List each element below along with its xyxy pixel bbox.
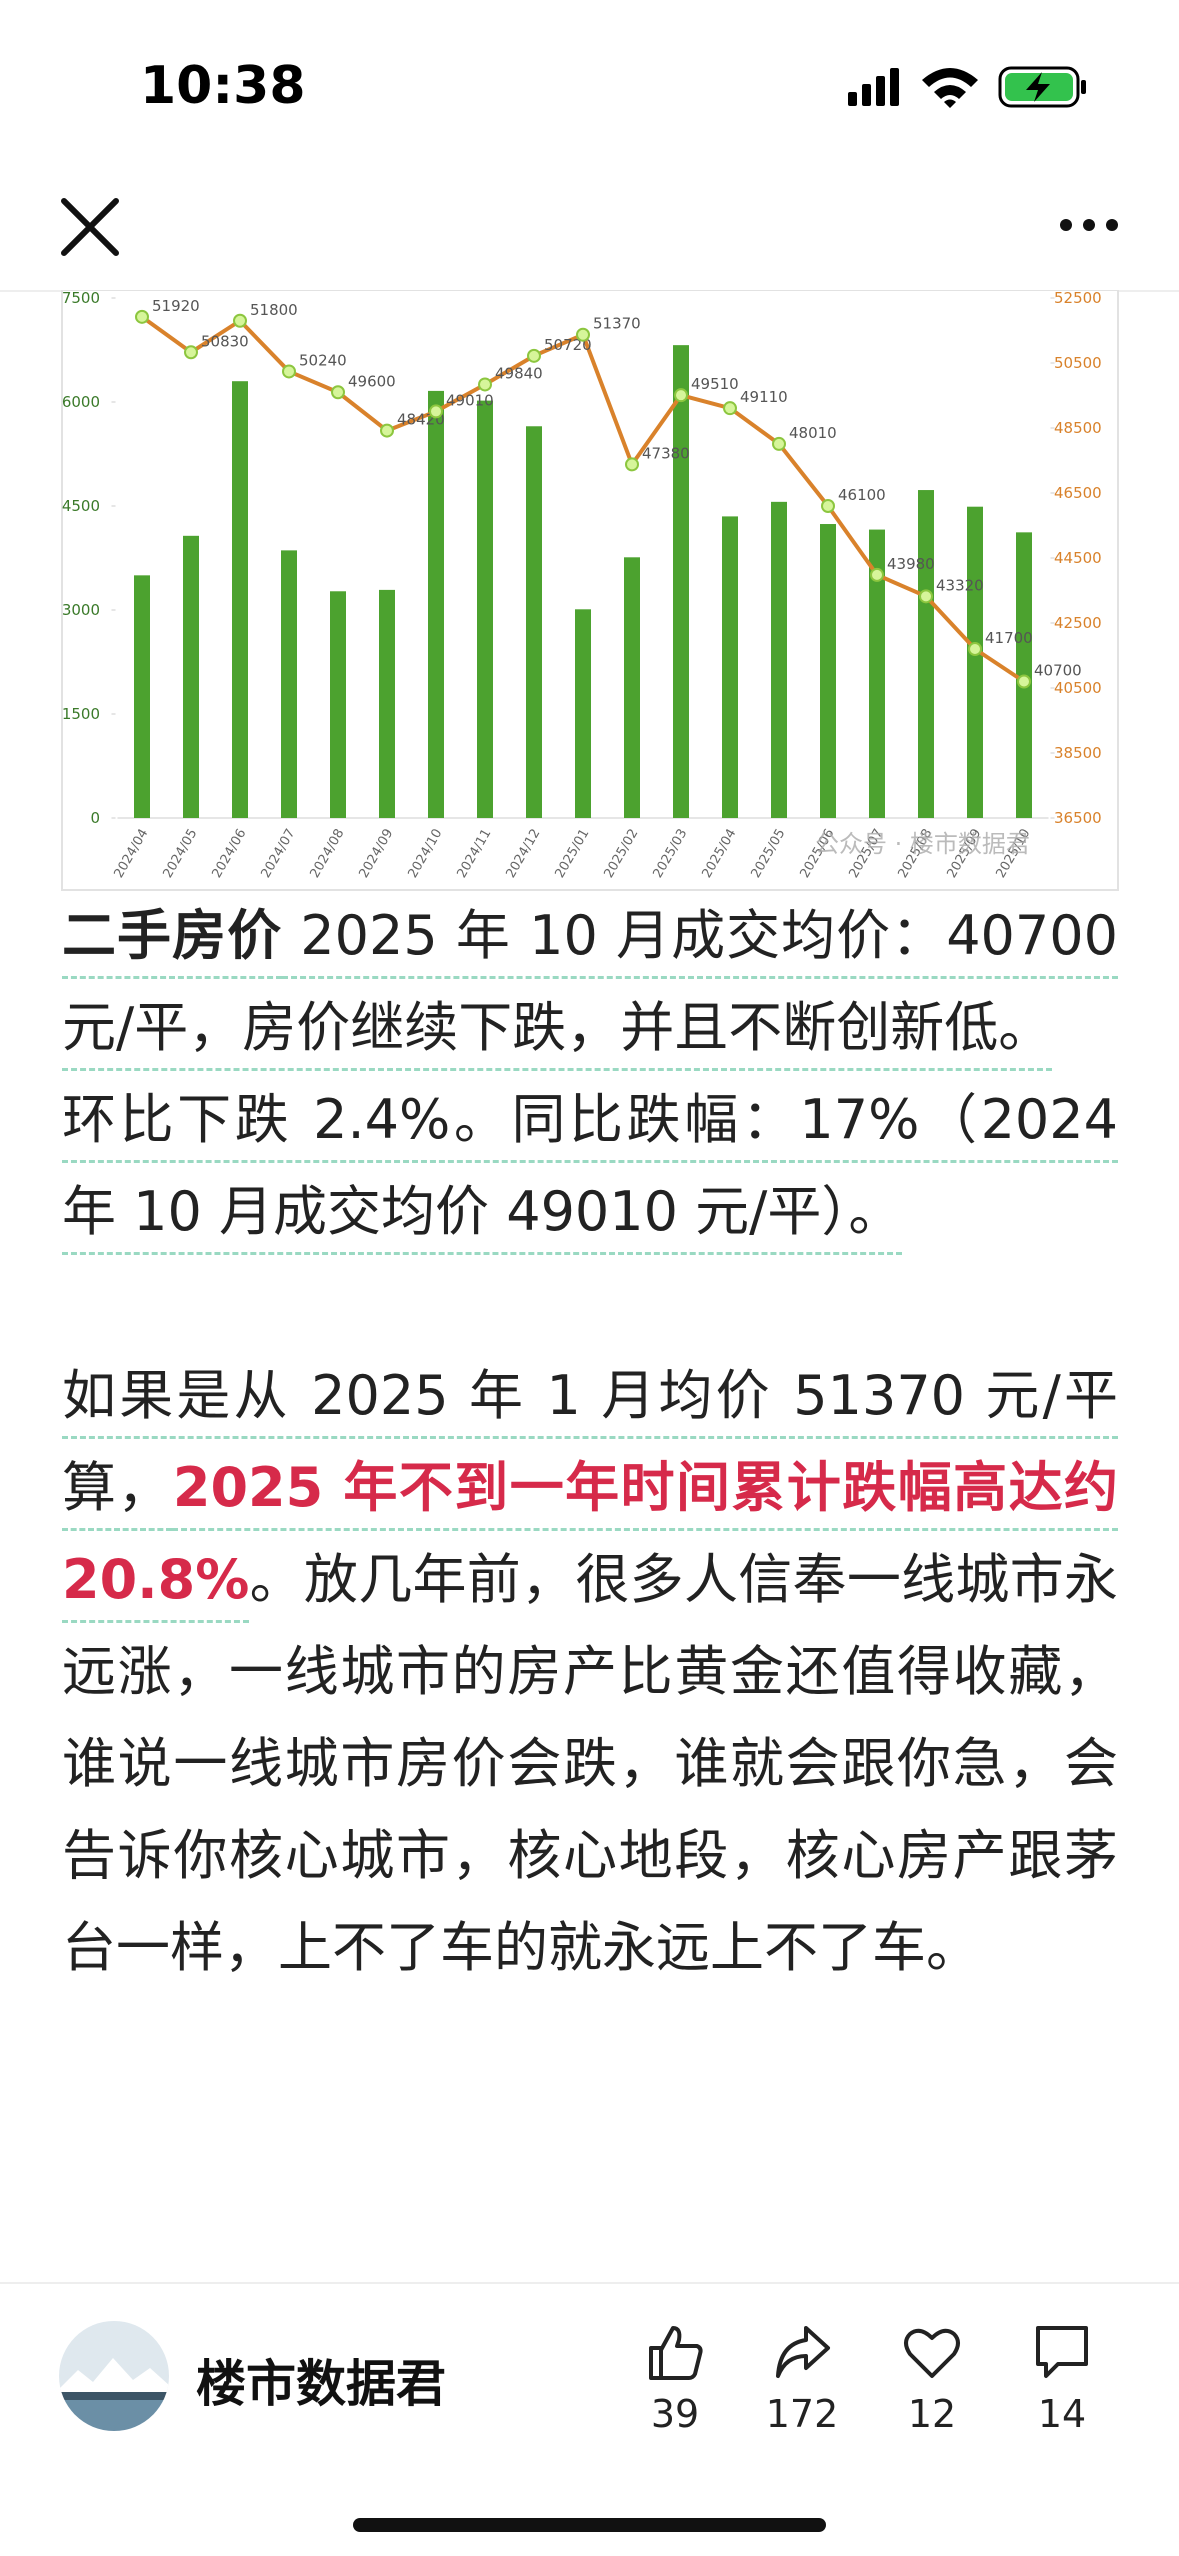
point (233, 313, 247, 328)
point (576, 327, 590, 342)
bar (575, 609, 591, 818)
point (919, 589, 933, 604)
bar (820, 524, 836, 818)
y-tick-label: 7500 (62, 290, 100, 307)
author-avatar[interactable] (58, 2320, 170, 2432)
paragraph: 如果是从 2025 年 1 月均价 51370 元/平算，2025 年不到一年时… (62, 1350, 1118, 1994)
point-label: 49510 (691, 375, 739, 393)
text-run: 。放几年前，很多人信奉一线城市永远涨，一线城市的房产比黄金还值得收藏，谁说一线城… (62, 1548, 1118, 1979)
favorite-count: 12 (907, 2392, 957, 2436)
point (674, 388, 688, 403)
chart: 0 1500 3000 4500 6000 7500 36500 38500 40500 4250… (61, 290, 1119, 891)
y-tick-label: 3000 (62, 601, 100, 619)
bar (379, 589, 395, 818)
share-count: 172 (765, 2392, 839, 2436)
point (625, 457, 639, 472)
bar (624, 557, 640, 818)
y2-tick-label: 50500 (1054, 354, 1102, 372)
y2-tick-label: 44500 (1054, 549, 1102, 567)
bar (673, 345, 689, 818)
bar (183, 535, 199, 818)
y2-tick-label: 46500 (1054, 484, 1102, 502)
bar (918, 490, 934, 818)
point-label: 50830 (201, 332, 249, 350)
point-label: 49600 (348, 372, 396, 390)
point (380, 423, 394, 438)
point-label: 48010 (789, 424, 837, 442)
point (527, 348, 541, 363)
bar (330, 591, 346, 818)
y2-tick-label: 40500 (1054, 679, 1102, 697)
point-label: 41700 (985, 629, 1033, 647)
y2-tick-label: 48500 (1054, 419, 1102, 437)
comment-count: 14 (1037, 2392, 1087, 2436)
paragraph: 二手房价 2025 年 10 月成交均价：40700 元/平，房价继续下跌，并且… (62, 890, 1118, 1074)
bar (281, 550, 297, 818)
point-label: 51370 (593, 315, 641, 333)
favorite-icon[interactable] (902, 2322, 962, 2382)
bar (232, 381, 248, 818)
home-indicator (353, 2518, 826, 2532)
y2-tick-label: 42500 (1054, 614, 1102, 632)
watermark: 公众号 · 楼市数据君 (815, 830, 1030, 858)
y2-tick-label: 36500 (1054, 809, 1102, 827)
point (135, 309, 149, 324)
point (1017, 674, 1031, 689)
article: 二手房价 2025 年 10 月成交均价：40700 元/平，房价继续下跌，并且… (62, 890, 1118, 1994)
bar (967, 506, 983, 818)
bar (477, 400, 493, 818)
text-run: 2025 年不到一年时间累计跌幅高达约 20.8% (62, 1456, 1119, 1611)
point (870, 567, 884, 582)
text-run: 如果是从 2025 年 1 月均价 51370 元/平算， (62, 1364, 1118, 1519)
author-name[interactable]: 楼市数据君 (196, 2355, 446, 2413)
point (968, 642, 982, 656)
status-icons (848, 66, 1086, 108)
status-time: 10:38 (140, 56, 306, 116)
close-button[interactable] (58, 195, 122, 259)
text-run: 二手房价 (62, 904, 283, 967)
bar (722, 516, 738, 818)
point-label: 46100 (838, 486, 886, 504)
y2-tick-label: 38500 (1054, 744, 1102, 762)
point-label: 40700 (1034, 662, 1082, 680)
point (772, 436, 786, 451)
point (282, 364, 296, 379)
point (821, 499, 835, 513)
point-label: 51800 (250, 301, 298, 319)
text-run: 2025 年 10 月成交均价：40700 元/平，房价继续下跌，并且不断创新低… (62, 904, 1118, 1059)
point-label: 47380 (642, 444, 690, 462)
bar (134, 575, 150, 818)
like-count: 39 (650, 2392, 700, 2436)
point (723, 401, 737, 416)
point-label: 51920 (152, 297, 200, 315)
point-label: 50240 (299, 351, 347, 369)
point (429, 404, 443, 419)
point (331, 385, 345, 400)
y-tick-label: 0 (90, 809, 100, 827)
y2-tick-label: 52500 (1054, 290, 1102, 307)
point (184, 345, 198, 360)
bar (869, 529, 885, 818)
footer: 楼市数据君 39 172 12 14 (0, 2282, 1179, 2556)
y-tick-label: 4500 (62, 497, 100, 515)
y-tick-label: 1500 (62, 705, 100, 723)
point-label: 43980 (887, 555, 935, 573)
more-button[interactable] (1056, 210, 1126, 240)
point-label: 49010 (446, 391, 494, 409)
point-label: 49110 (740, 388, 788, 406)
like-icon[interactable] (645, 2322, 705, 2382)
comment-icon[interactable] (1032, 2322, 1092, 2382)
bar (771, 501, 787, 818)
point-label: 43320 (936, 576, 984, 594)
y-tick-label: 6000 (62, 393, 100, 411)
point-label: 49840 (495, 364, 543, 382)
paragraph: 环比下跌 2.4%。同比跌幅：17%（2024 年 10 月成交均价 49010… (62, 1074, 1118, 1258)
point (478, 377, 492, 392)
share-icon[interactable] (772, 2322, 832, 2382)
text-run: 环比下跌 2.4%。同比跌幅：17%（2024 年 10 月成交均价 49010… (62, 1088, 1118, 1243)
bar (428, 390, 444, 818)
bar (526, 426, 542, 818)
